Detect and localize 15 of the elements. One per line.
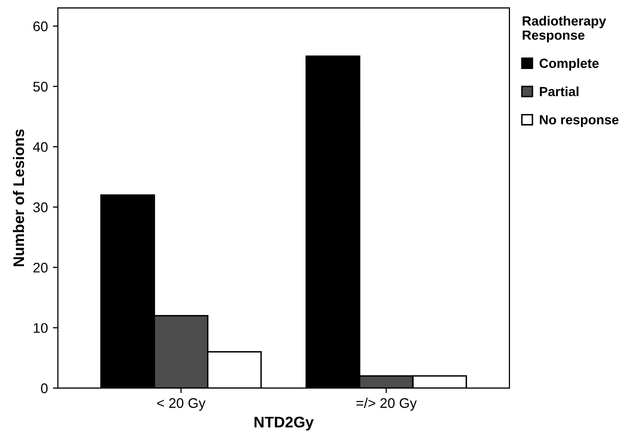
legend-label: No response: [540, 115, 618, 128]
y-tick-label: 20: [33, 262, 48, 273]
x-tick-label: =/> 20 Gy: [356, 398, 417, 411]
y-tick-label: 60: [33, 21, 48, 32]
y-axis-title: Number of Lesions: [12, 129, 24, 266]
y-tick-label: 30: [33, 202, 48, 212]
legend-label: Partial: [540, 86, 578, 96]
x-axis-title: NTD2Gy: [254, 416, 314, 431]
legend-title: Radiotherapy Response: [522, 16, 606, 42]
y-tick-label: 0: [40, 383, 48, 394]
y-tick-label: 40: [33, 142, 48, 152]
x-tick-label: < 20 Gy: [157, 398, 206, 411]
y-tick-label: 10: [34, 323, 48, 333]
y-tick-label: 50: [33, 82, 48, 92]
legend-label: Complete: [540, 58, 599, 71]
